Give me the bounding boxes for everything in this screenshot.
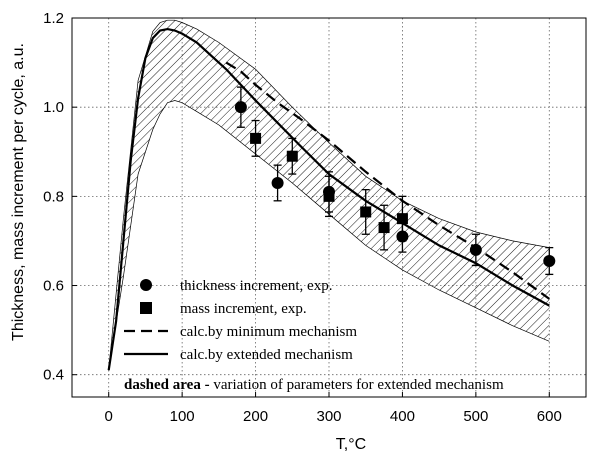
dashed-area-note-bold: dashed area - [124,377,210,393]
experimental-points [234,86,556,276]
data-point-square-2 [323,190,335,202]
x-tick-label-400: 400 [390,408,415,425]
data-point-circle-5 [543,255,556,268]
x-tick-label-100: 100 [170,408,195,425]
y-tick-label-1: 0.6 [43,278,64,295]
data-point-circle-1 [271,176,284,189]
legend-marker-square [140,302,152,314]
data-point-square-5 [396,213,408,225]
x-tick-label-300: 300 [316,408,341,425]
y-tick-label-3: 1.0 [43,99,64,116]
data-point-circle-0 [234,101,247,114]
x-tick-label-0: 0 [105,408,113,425]
data-point-square-0 [250,132,262,144]
legend-marker-circle [140,279,152,291]
legend-label-1: mass increment, exp. [180,301,307,317]
x-axis-ticks: 0 100 200 300 400 500 600 [105,392,562,425]
data-point-square-4 [378,222,390,234]
x-tick-label-600: 600 [537,408,562,425]
series-line-2 [225,61,550,300]
dashed-area-note: dashed area - variation of parameters fo… [124,377,504,393]
y-tick-label-4: 1.2 [43,10,64,27]
y-tick-label-0: 0.4 [43,367,64,384]
legend-label-0: thickness increment, exp. [180,278,332,294]
x-tick-label-500: 500 [463,408,488,425]
y-axis-title: Thickness, mass increment per cycle, a.u… [10,43,27,341]
band-upper-edge [108,19,550,371]
x-axis-title: T,°C [336,436,366,452]
data-point-square-3 [360,206,372,218]
x-tick-label-200: 200 [243,408,268,425]
dashed-area-note-rest: variation of parameters for extended mec… [210,377,504,393]
legend-label-3: calc.by extended mechanism [180,347,353,363]
y-axis-ticks: 0.4 0.6 0.8 1.0 1.2 [43,10,77,384]
data-point-circle-4 [469,243,482,256]
y-tick-label-2: 0.8 [43,188,64,205]
legend: thickness increment, exp. mass increment,… [124,278,357,363]
legend-label-2: calc.by minimum mechanism [180,324,357,340]
band-lower-edge [108,100,550,371]
data-point-square-1 [286,150,298,162]
